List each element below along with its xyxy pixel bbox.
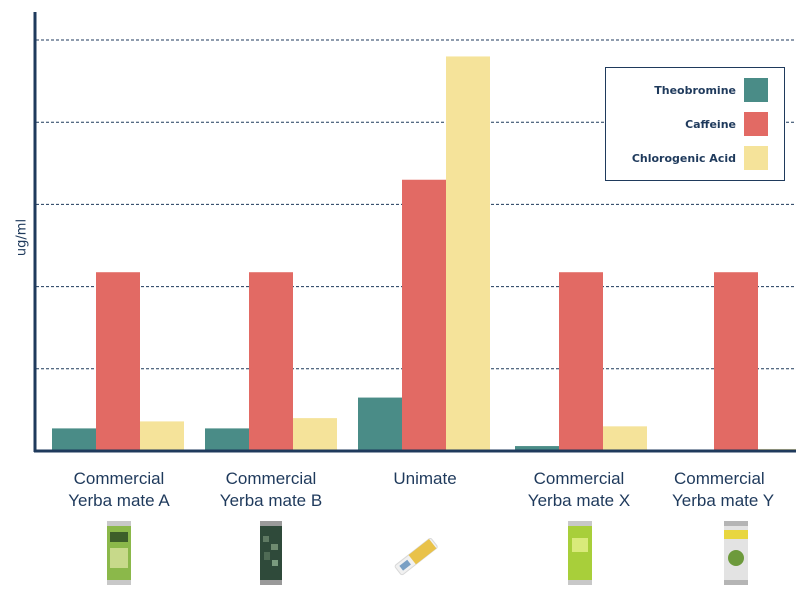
bar-chlorogenic-acid (293, 418, 337, 451)
legend-swatch (744, 146, 768, 170)
category-label-line: Yerba mate A (68, 491, 170, 510)
category-label-b: Commercial Yerba mate B (196, 468, 346, 512)
category-label-line: Yerba mate X (527, 491, 631, 510)
bar-caffeine (559, 272, 603, 451)
bar-theobromine (205, 428, 249, 451)
bar-caffeine (714, 272, 758, 451)
category-label-unimate: Unimate (350, 468, 500, 490)
dark-can-icon (260, 521, 282, 585)
bar-caffeine (96, 272, 140, 451)
legend-item-chlorogenic-acid: Chlorogenic Acid (632, 146, 768, 170)
silver-can-icon (724, 521, 748, 585)
category-label-line: Commercial (533, 469, 625, 488)
bar-theobromine (515, 446, 559, 451)
bar-chlorogenic-acid (446, 56, 490, 451)
legend-item-theobromine: Theobromine (654, 78, 768, 102)
green-can-icon (107, 521, 131, 585)
category-label-a: Commercial Yerba mate A (44, 468, 194, 512)
legend: Theobromine Caffeine Chlorogenic Acid (605, 67, 785, 181)
legend-swatch (744, 78, 768, 102)
legend-swatch (744, 112, 768, 136)
category-label-y: Commercial Yerba mate Y (646, 468, 796, 512)
category-label-line: Yerba mate Y (672, 491, 775, 510)
category-label-x: Commercial Yerba mate X (504, 468, 654, 512)
legend-item-caffeine: Caffeine (685, 112, 768, 136)
bar-caffeine (249, 272, 293, 451)
legend-label: Chlorogenic Acid (631, 151, 736, 165)
bar-theobromine (358, 397, 402, 451)
legend-label: Theobromine (654, 83, 736, 97)
stick-pack-icon (394, 538, 438, 576)
bar-theobromine (52, 428, 96, 451)
bar-chlorogenic-acid (140, 421, 184, 451)
category-label-line: Commercial (73, 469, 165, 488)
category-label-line: Unimate (393, 469, 457, 488)
category-label-line: Yerba mate B (219, 491, 323, 510)
bar-caffeine (402, 179, 446, 452)
y-axis-label: ug/ml (14, 218, 30, 257)
bars (52, 56, 796, 452)
lime-can-icon (568, 521, 592, 585)
category-label-line: Commercial (225, 469, 317, 488)
bar-chlorogenic-acid (603, 426, 647, 451)
legend-label: Caffeine (685, 117, 736, 131)
category-label-line: Commercial (674, 469, 765, 488)
